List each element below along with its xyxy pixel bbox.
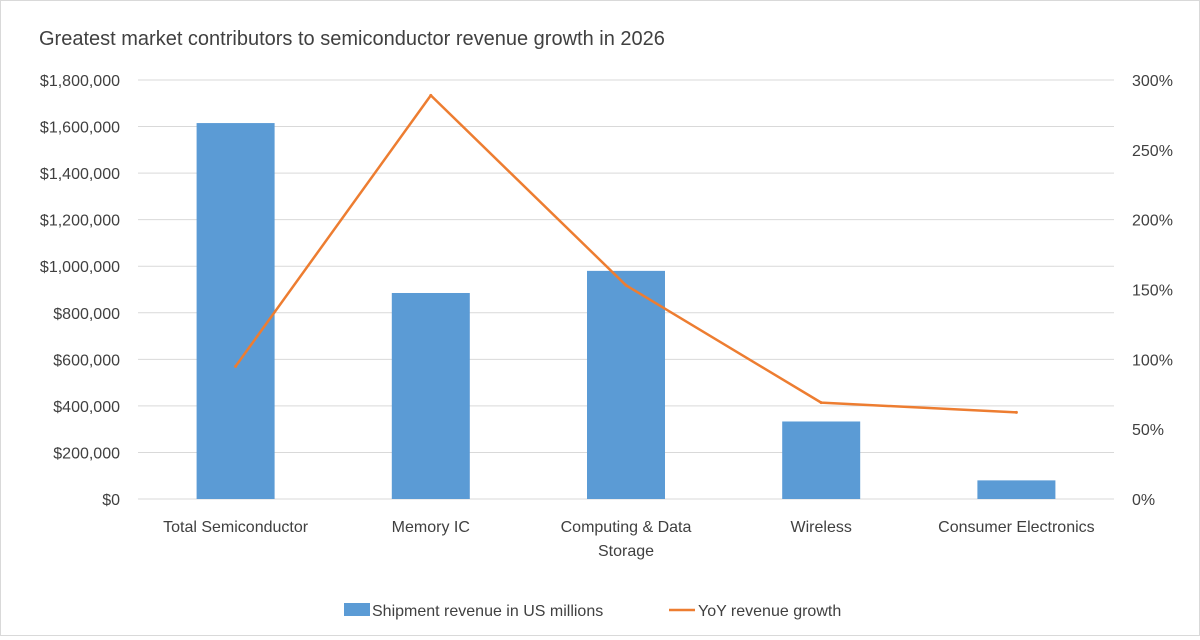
x-tick-label: Computing & Data (561, 519, 692, 536)
x-tick-label: Wireless (791, 519, 852, 536)
x-tick-label: Memory IC (392, 519, 470, 536)
y-left-tick-label: $1,800,000 (40, 73, 120, 90)
y-left-tick-label: $200,000 (53, 445, 120, 462)
bar (196, 123, 275, 499)
legend-swatch-bar (344, 603, 370, 616)
y-left-tick-label: $1,400,000 (40, 166, 120, 183)
x-tick-label: Total Semiconductor (163, 519, 309, 536)
y-right-tick-label: 50% (1132, 422, 1164, 439)
growth-point (1014, 410, 1018, 414)
y-left-tick-label: $0 (102, 492, 120, 509)
x-tick-label: Consumer Electronics (938, 519, 1095, 536)
legend-label-bar: Shipment revenue in US millions (372, 603, 603, 620)
bar (391, 292, 470, 499)
chart-title: Greatest market contributors to semicond… (39, 28, 665, 50)
y-left-tick-label: $400,000 (53, 399, 120, 416)
y-left-tick-label: $1,000,000 (40, 259, 120, 276)
growth-point (819, 401, 823, 405)
y-right-tick-label: 0% (1132, 492, 1155, 509)
bar (587, 270, 665, 499)
bar (782, 421, 861, 499)
growth-point (429, 93, 433, 97)
x-tick-label: Storage (598, 543, 654, 560)
y-left-tick-label: $1,600,000 (40, 120, 120, 137)
y-left-tick-label: $1,200,000 (40, 213, 120, 230)
bar (977, 480, 1056, 499)
y-left-tick-label: $800,000 (53, 306, 120, 323)
y-left-tick-label: $600,000 (53, 352, 120, 369)
y-right-tick-label: 250% (1132, 143, 1173, 160)
growth-point (234, 364, 238, 368)
y-right-tick-label: 150% (1132, 283, 1173, 300)
growth-point (624, 283, 628, 287)
y-right-tick-label: 300% (1132, 73, 1173, 90)
y-right-tick-label: 200% (1132, 213, 1173, 230)
legend-label-line: YoY revenue growth (698, 603, 841, 620)
y-right-tick-label: 100% (1132, 352, 1173, 369)
